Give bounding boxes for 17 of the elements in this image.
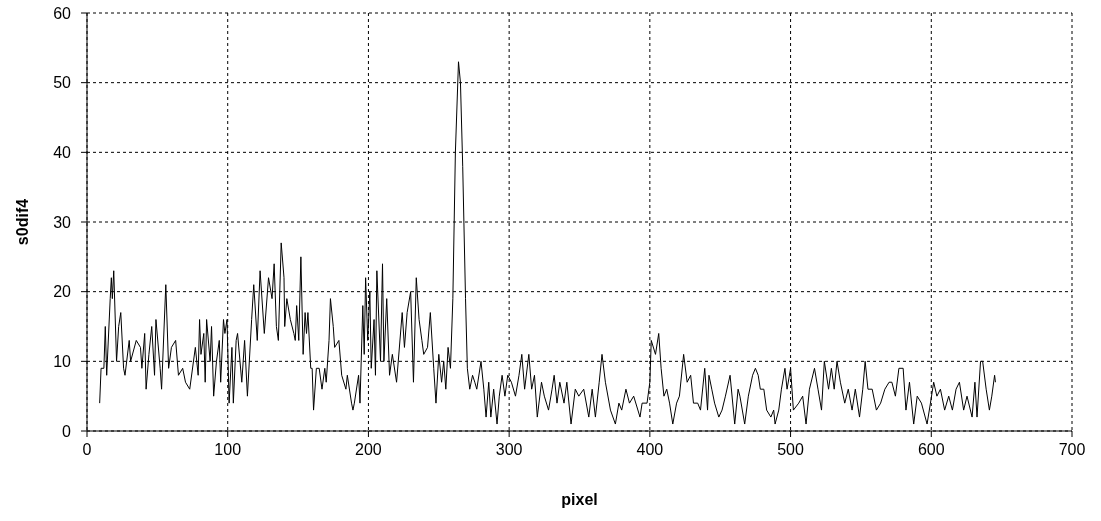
y-axis-title: s0dif4 xyxy=(14,198,31,246)
y-tick-label: 20 xyxy=(53,283,72,301)
x-tick-label: 200 xyxy=(355,441,382,458)
y-tick-label: 0 xyxy=(62,422,72,440)
x-tick-label: 300 xyxy=(495,441,523,458)
y-tick-label: 60 xyxy=(53,4,72,22)
y-tick-label: 40 xyxy=(53,143,72,161)
x-tick-label: 500 xyxy=(777,441,805,458)
x-tick-label: 400 xyxy=(636,441,664,458)
y-tick-label: 10 xyxy=(53,352,72,370)
x-tick-label: 0 xyxy=(82,441,92,458)
x-tick-label: 700 xyxy=(1058,441,1086,458)
y-tick-label: 30 xyxy=(53,213,72,231)
x-tick-label: 600 xyxy=(917,441,945,458)
x-axis-title: pixel xyxy=(561,491,598,508)
x-tick-label: 100 xyxy=(214,441,242,458)
y-tick-label: 50 xyxy=(53,74,72,92)
